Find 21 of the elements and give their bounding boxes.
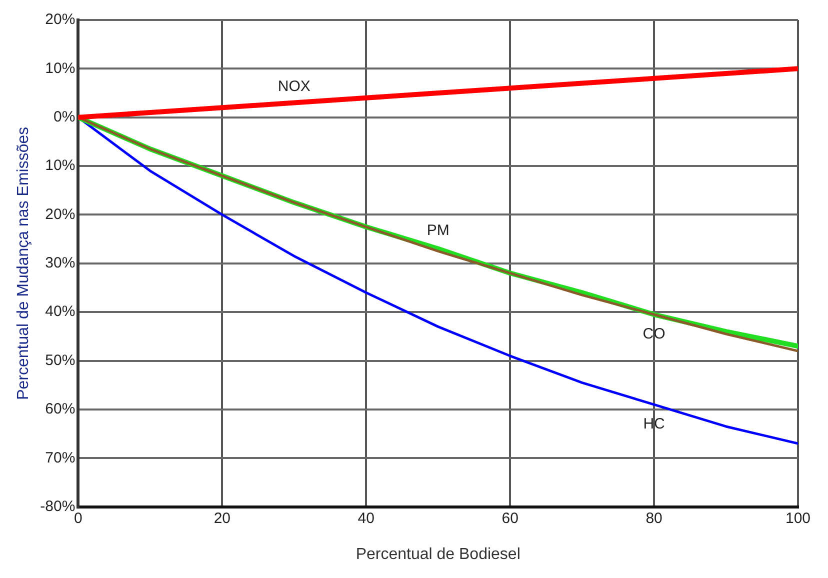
x-tick-label: 100: [785, 510, 811, 527]
y-tick-label: 60%: [45, 400, 76, 418]
y-tick-label: 50%: [45, 352, 76, 369]
x-tick-label: 20: [214, 510, 231, 527]
y-tick-label: 70%: [45, 449, 76, 466]
x-axis-title: Percentual de Bodiesel: [356, 546, 520, 563]
y-axis-title: Percentual de Mudança nas Emissões: [15, 126, 32, 400]
x-tick-label: 40: [358, 510, 374, 527]
y-tick-label: 0%: [54, 108, 76, 126]
y-tick-label: 20%: [45, 11, 76, 28]
x-tick-label: 0: [74, 510, 82, 527]
y-tick-label: -80%: [40, 498, 76, 515]
y-tick-label: 10%: [45, 60, 76, 77]
y-tick-label: 30%: [45, 254, 76, 272]
y-tick-label: 10%: [45, 157, 76, 174]
series-label: PM: [426, 222, 450, 239]
x-tick-label: 80: [646, 510, 662, 527]
y-tick-label: 20%: [45, 206, 76, 223]
x-tick-label: 60: [502, 510, 518, 527]
y-tick-label: 40%: [45, 303, 76, 320]
series-label: NOX: [278, 78, 310, 95]
